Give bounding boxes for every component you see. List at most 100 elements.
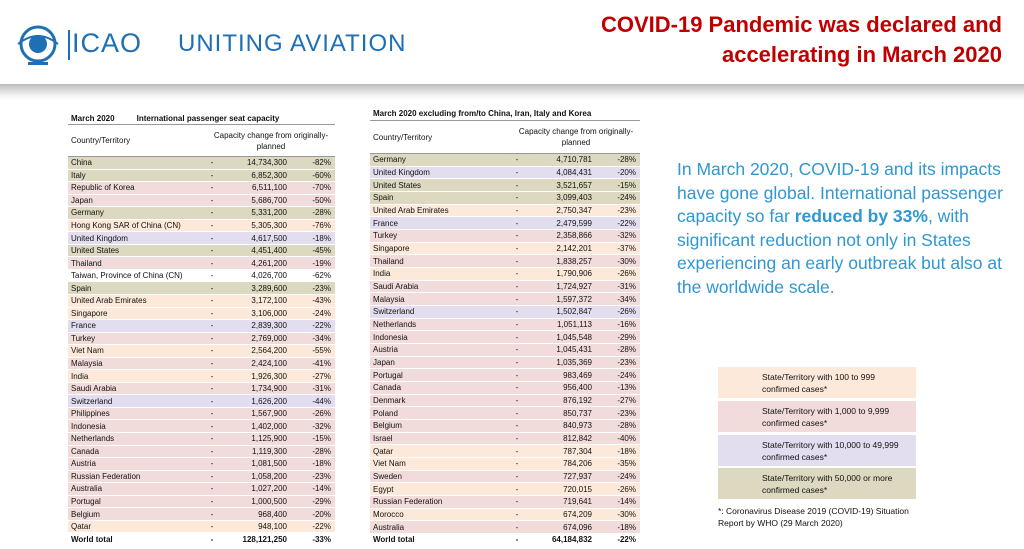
table-row: World total - 64,184,832 -22%: [370, 534, 640, 547]
table-row: China - 14,734,300 -82%: [68, 157, 335, 170]
table-row: Viet Nam - 784,206 -35%: [370, 458, 640, 471]
cell: Portugal: [71, 497, 101, 507]
table-row: Canada - 1,119,300 -28%: [68, 445, 335, 459]
cell: -23%: [617, 358, 636, 368]
cell: -26%: [617, 307, 636, 317]
cell: Republic of Korea: [71, 183, 135, 193]
cell: 4,451,400: [251, 246, 287, 256]
table-row: Belgium - 840,973 -28%: [370, 420, 640, 433]
cell: -: [210, 434, 214, 444]
table-row: Netherlands - 1,051,113 -16%: [370, 318, 640, 332]
table-row: Japan - 1,035,369 -23%: [370, 356, 640, 370]
cell: Malaysia: [71, 359, 103, 369]
cell: -82%: [312, 158, 331, 168]
cell: -22%: [312, 522, 331, 532]
cell: -: [210, 534, 214, 544]
cell: Canada: [373, 383, 402, 393]
cell: 2,769,000: [251, 333, 287, 343]
cell: 2,424,100: [251, 359, 287, 369]
legend-item: State/Territory with 10,000 to 49,999 co…: [718, 435, 918, 466]
cell: -34%: [617, 294, 636, 304]
cell: 3,289,600: [251, 283, 287, 293]
cell: Canada: [71, 446, 100, 456]
cell: 1,125,900: [251, 434, 287, 444]
cell: -: [210, 271, 214, 281]
cell: -: [515, 282, 519, 292]
cell: Denmark: [373, 396, 406, 406]
table-row: Singapore - 2,142,201 -37%: [370, 242, 640, 256]
cell: 3,099,403: [556, 193, 592, 203]
table-row: Germany - 5,331,200 -28%: [68, 207, 335, 220]
cell: -20%: [312, 509, 331, 519]
period: March 2020: [71, 113, 115, 123]
cell: Australia: [71, 484, 103, 494]
capacity-table: March 2020 International passenger seat c…: [68, 112, 335, 546]
column-header: Country/Territory Capacity change from or…: [370, 121, 640, 154]
table-row: Austria - 1,081,500 -18%: [68, 458, 335, 471]
cell: -: [515, 472, 519, 482]
cell: Spain: [71, 283, 92, 293]
cell: -: [515, 231, 519, 241]
cell: -13%: [617, 383, 636, 393]
cell: 727,937: [563, 472, 592, 482]
column-label: Country/Territory: [71, 136, 131, 145]
table-row: United Kingdom - 4,617,500 -18%: [68, 232, 335, 245]
cell: 1,926,300: [251, 371, 287, 381]
cell: -28%: [617, 421, 636, 431]
logo-divider: [68, 30, 70, 60]
cell: 1,502,847: [556, 307, 592, 317]
cell: 983,469: [563, 370, 592, 380]
cell: Japan: [373, 358, 395, 368]
cell: United Arab Emirates: [71, 296, 147, 306]
cell: 2,142,201: [556, 244, 592, 254]
cell: -: [210, 497, 214, 507]
cell: -: [515, 269, 519, 279]
cell: -14%: [312, 484, 331, 494]
cell: 4,026,700: [251, 271, 287, 281]
table-row: Russian Federation - 719,641 -14%: [370, 496, 640, 509]
cell: -: [515, 421, 519, 431]
cell: -: [515, 244, 519, 254]
table-row: Indonesia - 1,045,548 -29%: [370, 331, 640, 345]
cell: -: [515, 345, 519, 355]
cell: Turkey: [373, 231, 398, 241]
cell: 2,564,200: [251, 346, 287, 356]
table-row: Indonesia - 1,402,000 -32%: [68, 420, 335, 434]
cell: -: [210, 446, 214, 456]
cell: -: [210, 371, 214, 381]
cell: 1,035,369: [556, 358, 592, 368]
cell: World total: [71, 534, 113, 544]
cell: 3,521,657: [556, 180, 592, 190]
cell: -22%: [617, 218, 636, 228]
cell: -: [515, 383, 519, 393]
table-row: Republic of Korea - 6,511,100 -70%: [68, 182, 335, 195]
cell: Portugal: [373, 370, 403, 380]
cell: Australia: [373, 522, 405, 532]
cell: -: [210, 296, 214, 306]
cell: Italy: [71, 170, 86, 180]
table-row: Malaysia - 2,424,100 -41%: [68, 357, 335, 371]
cell: -24%: [617, 370, 636, 380]
legend-swatch: [718, 401, 916, 432]
cell: 5,686,700: [251, 195, 287, 205]
table-row: Switzerland - 1,626,200 -44%: [68, 395, 335, 408]
cell: India: [71, 371, 89, 381]
cell: -: [515, 510, 519, 520]
cell: 1,838,257: [556, 256, 592, 266]
cell: -24%: [617, 193, 636, 203]
cell: -: [210, 359, 214, 369]
cell: -: [515, 396, 519, 406]
cell: -23%: [617, 408, 636, 418]
cell: -26%: [617, 484, 636, 494]
cell: -31%: [617, 282, 636, 292]
cell: -: [515, 434, 519, 444]
cell: 4,617,500: [251, 233, 287, 243]
table-row: Germany - 4,710,781 -28%: [370, 154, 640, 167]
cell: Saudi Arabia: [373, 282, 419, 292]
cell: Saudi Arabia: [71, 384, 117, 394]
table-title: March 2020 excluding from/to China, Iran…: [370, 107, 640, 121]
highlight: reduced by 33%: [794, 206, 928, 226]
legend-label: State/Territory with 1,000 to 9,999 conf…: [762, 406, 890, 428]
cell: -29%: [312, 497, 331, 507]
cell: 948,100: [258, 522, 287, 532]
